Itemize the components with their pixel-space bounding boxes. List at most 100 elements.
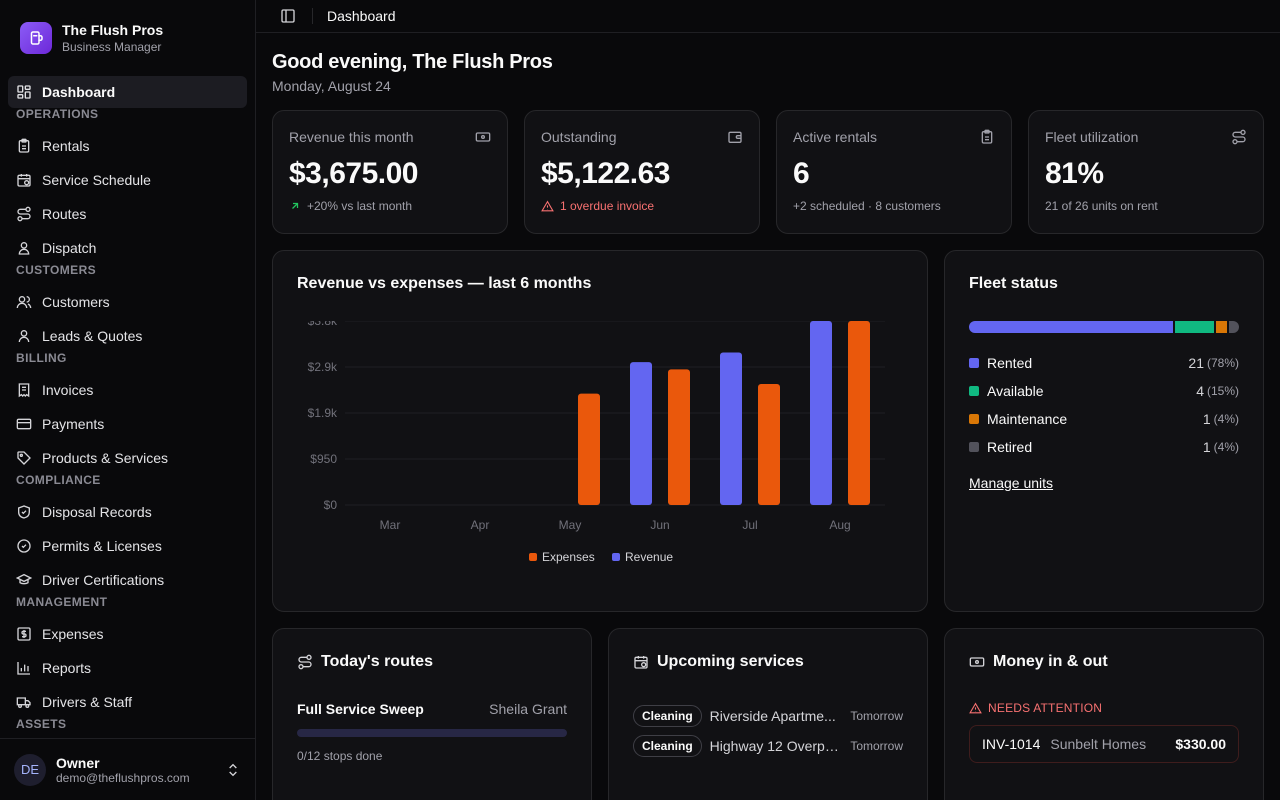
fleet-pct: (15%)	[1206, 384, 1239, 398]
sidebar-toggle-button[interactable]	[272, 0, 304, 32]
sidebar-item-label: Dashboard	[42, 84, 116, 100]
route-name: Full Service Sweep	[297, 701, 424, 717]
receipt-icon	[18, 383, 30, 398]
sidebar-item-disposal-records[interactable]: Disposal Records	[8, 496, 247, 528]
bar-expenses-may	[578, 393, 600, 505]
manage-units-link[interactable]: Manage units	[969, 475, 1054, 491]
panel-left-icon	[281, 9, 295, 23]
brand[interactable]: The Flush Pros Business Manager	[0, 0, 255, 72]
stat-label: Active rentals	[793, 129, 878, 145]
route-icon	[1232, 129, 1246, 145]
sidebar: The Flush Pros Business Manager Dashboar…	[0, 0, 256, 800]
retired-swatch	[969, 442, 979, 452]
sidebar-item-reports[interactable]: Reports	[8, 652, 247, 684]
brand-subtitle: Business Manager	[62, 40, 162, 54]
stat-value: $3,675.00	[289, 157, 418, 190]
stat-sub: +2 scheduled · 8 customers	[793, 199, 941, 213]
sidebar-item-dispatch[interactable]: Dispatch	[8, 232, 247, 264]
credit-card-icon	[16, 418, 32, 430]
sidebar-item-permits-licenses[interactable]: Permits & Licenses	[8, 530, 247, 562]
sidebar-item-payments[interactable]: Payments	[8, 408, 247, 440]
y-tick-label: $950	[310, 452, 337, 466]
sidebar-item-dashboard[interactable]: Dashboard	[8, 76, 247, 108]
main-content: Dashboard Good evening, The Flush Pros M…	[256, 0, 1280, 800]
sidebar-item-label: Products & Services	[42, 450, 169, 466]
bar-expenses-aug	[848, 321, 870, 505]
needs-attention-label: NEEDS ATTENTION	[969, 701, 1239, 715]
sidebar-item-label: Leads & Quotes	[42, 328, 143, 344]
service-item[interactable]: Cleaning Riverside Apartme... Tomorrow	[633, 701, 903, 731]
stat-label: Fleet utilization	[1045, 129, 1139, 145]
stat-value: $5,122.63	[541, 157, 670, 190]
overdue-invoice-item[interactable]: INV-1014 Sunbelt Homes $330.00	[969, 725, 1239, 763]
bar-expenses-jul	[758, 383, 780, 505]
alert-triangle-icon	[541, 200, 554, 211]
sidebar-item-invoices[interactable]: Invoices	[8, 374, 247, 406]
brand-name: The Flush Pros	[62, 22, 164, 38]
layout-dashboard-icon	[17, 85, 31, 99]
fleet-title: Fleet status	[969, 275, 1058, 292]
bar-revenue-jul	[720, 352, 742, 505]
dollar-square-icon	[17, 627, 31, 641]
fleet-bar-segment-maintenance	[1216, 321, 1227, 333]
revenue-expenses-chart: $0 $950 $1.9k $2.9k $3.8k Mar Apr May Jun Jul Aug E…	[308, 321, 885, 564]
stat-cards: Revenue this month $3,675.00 +20% vs las…	[272, 110, 1264, 234]
route-icon	[298, 654, 312, 670]
sidebar-item-label: Driver Certifications	[42, 572, 165, 588]
service-item[interactable]: Cleaning Highway 12 Overpa... Tomorrow	[633, 731, 903, 761]
stat-sub: 1 overdue invoice	[541, 199, 743, 213]
sidebar-item-leads-quotes[interactable]: Leads & Quotes	[8, 320, 247, 352]
stat-card-revenue[interactable]: Revenue this month $3,675.00 +20% vs las…	[272, 110, 508, 234]
stat-sub: 21 of 26 units on rent	[1045, 199, 1158, 213]
sidebar-item-products-services[interactable]: Products & Services	[8, 442, 247, 474]
fleet-row-retired: Retired 1 (4%)	[969, 433, 1239, 461]
fleet-row-maintenance: Maintenance 1 (4%)	[969, 405, 1239, 433]
sidebar-item-label: Routes	[42, 206, 87, 222]
stat-value: 6	[793, 157, 810, 190]
sidebar-item-service-schedule[interactable]: Service Schedule	[8, 164, 247, 196]
wallet-icon	[728, 131, 742, 143]
charts-row: Revenue vs expenses — last 6 months $0 $9…	[272, 250, 1264, 612]
stat-card-fleet-utilization[interactable]: Fleet utilization 81% 21 of 26 units on …	[1028, 110, 1264, 234]
fleet-count: 1	[1202, 411, 1211, 427]
section-operations: OPERATIONS	[16, 107, 99, 121]
y-tick-label: $3.8k	[308, 321, 338, 328]
stat-sub: +20% vs last month	[289, 199, 491, 213]
sidebar-item-label: Disposal Records	[42, 504, 152, 520]
fleet-status-card: Fleet status Rented 21 (78%) Available	[944, 250, 1264, 612]
route-item[interactable]: Full Service Sweep Sheila Grant	[297, 701, 567, 717]
x-tick-label: Apr	[471, 518, 490, 532]
user-pin-icon	[18, 242, 30, 255]
stat-card-active-rentals[interactable]: Active rentals 6 +2 scheduled · 8 custom…	[776, 110, 1012, 234]
sidebar-item-label: Service Schedule	[42, 172, 151, 188]
fleet-bar-segment-available	[1174, 321, 1215, 333]
sidebar-item-drivers-staff[interactable]: Drivers & Staff	[8, 686, 247, 718]
chevrons-up-down-icon	[229, 763, 237, 776]
fleet-row-rented: Rented 21 (78%)	[969, 349, 1239, 377]
services-list: Cleaning Riverside Apartme... Tomorrow C…	[633, 701, 903, 761]
bar-revenue-aug	[810, 321, 832, 505]
bar-chart-icon	[17, 662, 30, 675]
services-title-text: Upcoming services	[657, 653, 804, 670]
sidebar-item-routes[interactable]: Routes	[8, 198, 247, 230]
sidebar-item-label: Reports	[42, 660, 92, 676]
sidebar-item-label: Permits & Licenses	[42, 538, 162, 554]
stat-card-outstanding[interactable]: Outstanding $5,122.63 1 overdue invoice	[524, 110, 760, 234]
page-date: Monday, August 24	[272, 78, 391, 94]
invoice-customer: Sunbelt Homes	[1050, 736, 1147, 752]
legend-swatch-revenue	[612, 553, 620, 561]
sidebar-item-driver-certifications[interactable]: Driver Certifications	[8, 564, 247, 596]
x-tick-label: Aug	[829, 518, 850, 532]
banknote-icon	[969, 657, 985, 667]
sidebar-item-customers[interactable]: Customers	[8, 286, 247, 318]
sidebar-item-rentals[interactable]: Rentals	[8, 130, 247, 162]
route-stops: 0/12 stops done	[297, 749, 383, 763]
service-type-badge: Cleaning	[633, 705, 702, 727]
user-menu[interactable]: DE Owner demo@theflushpros.com	[0, 738, 255, 800]
fleet-label: Retired	[987, 439, 1033, 455]
invoice-amount: $330.00	[1175, 736, 1226, 752]
legend-revenue: Revenue	[625, 550, 673, 564]
y-tick-label: $0	[324, 498, 338, 512]
todays-routes-card: Today's routes Full Service Sweep Sheila…	[272, 628, 592, 800]
sidebar-item-expenses[interactable]: Expenses	[8, 618, 247, 650]
